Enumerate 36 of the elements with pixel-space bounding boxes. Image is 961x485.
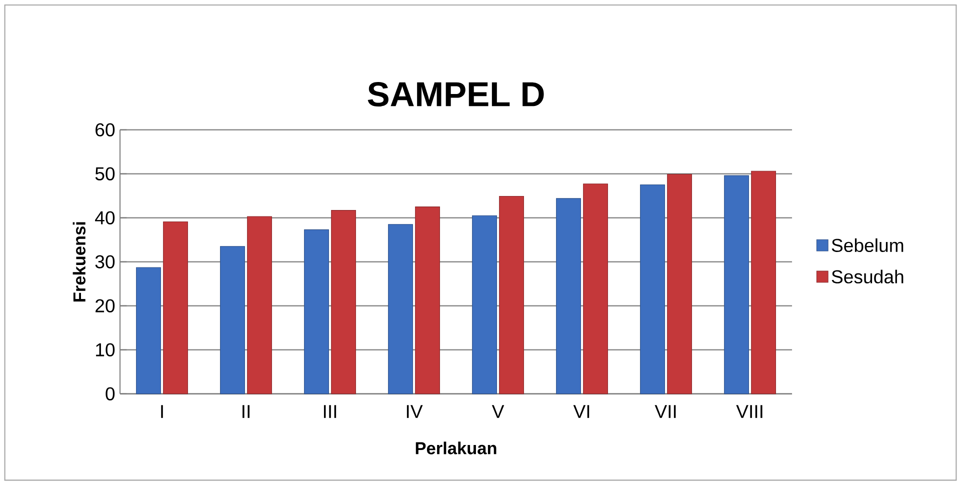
bar: [583, 184, 608, 394]
y-tick-label: 30: [95, 255, 115, 268]
x-tick-label: VII: [654, 405, 676, 418]
y-tick-label: 60: [96, 123, 115, 136]
bar: [499, 196, 524, 394]
legend-label: Sebelum: [832, 238, 904, 252]
bar: [667, 174, 692, 394]
x-tick-label: I: [161, 405, 163, 418]
y-tick-label: 0: [106, 387, 115, 400]
x-tick-label: VIII: [736, 405, 762, 418]
bar: [247, 216, 272, 394]
chart-title: SAMPEL D: [368, 82, 544, 107]
bar: [724, 175, 749, 394]
bar: [640, 184, 665, 394]
bar: [163, 221, 188, 394]
bar: [556, 198, 581, 394]
x-axis-title: Perlakuan: [416, 442, 496, 454]
bar: [751, 170, 776, 394]
y-tick-label: 50: [95, 167, 115, 180]
bar: [136, 267, 161, 394]
y-tick-label: 40: [95, 211, 115, 224]
bar: [472, 215, 497, 394]
bar: [388, 224, 413, 394]
y-tick-label: 20: [96, 299, 115, 312]
legend-label: Sesudah: [832, 270, 904, 284]
x-tick-label: III: [324, 405, 336, 418]
bar: [220, 246, 245, 394]
x-tick-label: VI: [573, 405, 590, 418]
x-tick-label: IV: [406, 405, 423, 418]
bar: [415, 206, 440, 394]
bar: [331, 210, 356, 394]
bar: [304, 229, 329, 394]
y-axis-title: Frekuensi: [72, 222, 86, 302]
x-tick-label: II: [242, 405, 250, 418]
y-tick-label: 10: [96, 343, 115, 356]
x-tick-label: V: [492, 405, 504, 418]
